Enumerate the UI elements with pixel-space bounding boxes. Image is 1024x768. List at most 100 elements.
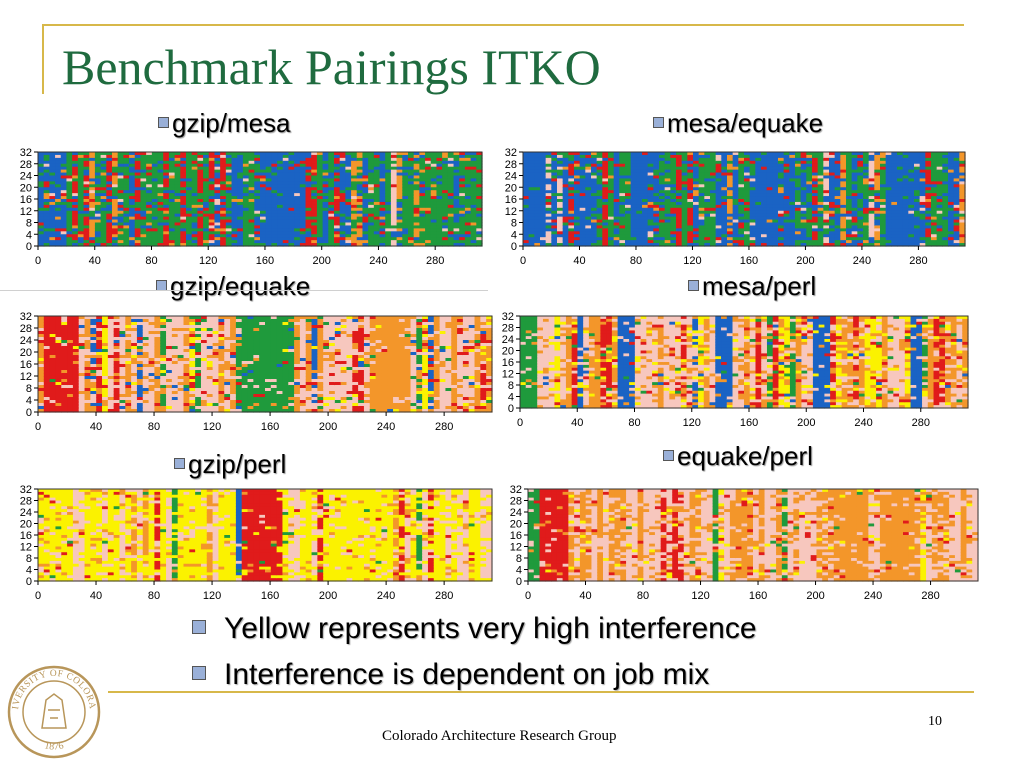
bullet-square-icon — [158, 117, 169, 128]
y-tick-label: 20 — [20, 347, 32, 359]
y-tick-label: 16 — [510, 530, 522, 542]
y-tick-label: 12 — [20, 371, 32, 383]
x-tick-label: 280 — [912, 417, 930, 429]
y-tick-label: 28 — [20, 323, 32, 335]
y-tick-label: 0 — [516, 576, 522, 588]
frame-left-rule — [42, 24, 44, 94]
x-tick-label: 120 — [683, 417, 701, 429]
panel-label-gzip-mesa: gzip/mesa — [158, 108, 291, 139]
footer-text: Colorado Architecture Research Group — [382, 728, 617, 744]
y-tick-label: 8 — [26, 553, 32, 565]
panel-title: gzip/perl — [188, 449, 287, 479]
panel-label-equake-perl: equake/perl — [663, 441, 813, 472]
x-tick-label: 80 — [148, 421, 160, 433]
x-tick-label: 40 — [573, 255, 585, 267]
x-tick-label: 0 — [517, 417, 523, 429]
y-tick-label: 12 — [510, 542, 522, 554]
x-tick-label: 0 — [520, 255, 526, 267]
heatmap-plot-area — [528, 489, 979, 582]
panel-label-gzip-perl: gzip/perl — [174, 449, 286, 480]
x-tick-label: 160 — [740, 255, 758, 267]
y-tick-label: 24 — [20, 171, 32, 183]
x-tick-label: 240 — [854, 417, 872, 429]
bullet-square-icon — [192, 620, 206, 634]
slide-title: Benchmark Pairings ITKO — [62, 39, 601, 95]
bullet-item: Yellow represents very high interference — [192, 606, 757, 652]
heatmap-plot-area — [520, 316, 969, 409]
x-tick-label: 120 — [203, 590, 221, 602]
x-tick-label: 200 — [313, 255, 331, 267]
page-number: 10 — [928, 714, 942, 729]
x-tick-label: 240 — [853, 255, 871, 267]
panel-label-mesa-perl: mesa/perl — [688, 271, 816, 302]
y-tick-label: 28 — [20, 159, 32, 171]
panel-title: equake/perl — [677, 441, 813, 471]
panel-title: mesa/perl — [702, 271, 817, 301]
y-tick-label: 28 — [505, 159, 517, 171]
y-tick-label: 28 — [510, 496, 522, 508]
y-tick-label: 20 — [505, 182, 517, 194]
x-tick-label: 0 — [35, 421, 41, 433]
y-tick-label: 4 — [516, 565, 522, 577]
university-seal-logo: UNIVERSITY OF COLORADO 1876 — [6, 660, 101, 759]
y-tick-label: 0 — [26, 241, 32, 253]
x-tick-label: 240 — [369, 255, 387, 267]
x-tick-label: 160 — [261, 590, 279, 602]
y-tick-label: 32 — [510, 484, 522, 496]
heatmap-plot-area — [38, 152, 483, 247]
y-tick-label: 20 — [20, 519, 32, 531]
y-tick-label: 12 — [20, 206, 32, 218]
y-tick-label: 8 — [516, 553, 522, 565]
y-tick-label: 24 — [20, 507, 32, 519]
panel-title: gzip/mesa — [172, 108, 291, 138]
x-tick-label: 280 — [909, 255, 927, 267]
bullet-square-icon — [174, 458, 185, 469]
x-tick-label: 160 — [740, 417, 758, 429]
y-tick-label: 4 — [511, 229, 517, 241]
frame-bottom-rule — [108, 691, 974, 693]
y-tick-label: 20 — [20, 182, 32, 194]
x-tick-label: 240 — [864, 590, 882, 602]
y-tick-label: 28 — [502, 323, 514, 335]
y-tick-label: 32 — [505, 147, 517, 159]
y-tick-label: 4 — [26, 229, 32, 241]
y-tick-label: 12 — [505, 206, 517, 218]
bullet-square-icon — [653, 117, 664, 128]
bullet-square-icon — [663, 450, 674, 461]
y-tick-label: 16 — [502, 357, 514, 369]
x-tick-label: 40 — [89, 255, 101, 267]
x-tick-label: 120 — [683, 255, 701, 267]
y-tick-label: 0 — [26, 407, 32, 419]
bullet-square-icon — [688, 280, 699, 291]
y-tick-label: 12 — [502, 369, 514, 381]
y-tick-label: 28 — [20, 496, 32, 508]
y-tick-label: 12 — [20, 542, 32, 554]
y-tick-label: 32 — [20, 484, 32, 496]
y-tick-label: 0 — [511, 241, 517, 253]
x-tick-label: 120 — [203, 421, 221, 433]
y-tick-label: 24 — [20, 335, 32, 347]
y-tick-label: 20 — [510, 519, 522, 531]
y-tick-label: 8 — [26, 383, 32, 395]
x-tick-label: 120 — [199, 255, 217, 267]
x-tick-label: 80 — [630, 255, 642, 267]
x-tick-label: 0 — [525, 590, 531, 602]
x-tick-label: 0 — [35, 590, 41, 602]
y-tick-label: 8 — [511, 218, 517, 230]
x-tick-label: 120 — [691, 590, 709, 602]
y-tick-label: 8 — [26, 218, 32, 230]
y-tick-label: 20 — [502, 346, 514, 358]
y-tick-label: 16 — [20, 530, 32, 542]
bullet-square-icon — [192, 666, 206, 680]
x-tick-label: 280 — [435, 421, 453, 433]
y-tick-label: 32 — [20, 147, 32, 159]
x-tick-label: 80 — [145, 255, 157, 267]
y-tick-label: 24 — [510, 507, 522, 519]
x-tick-label: 80 — [628, 417, 640, 429]
x-tick-label: 40 — [579, 590, 591, 602]
x-tick-label: 200 — [319, 421, 337, 433]
